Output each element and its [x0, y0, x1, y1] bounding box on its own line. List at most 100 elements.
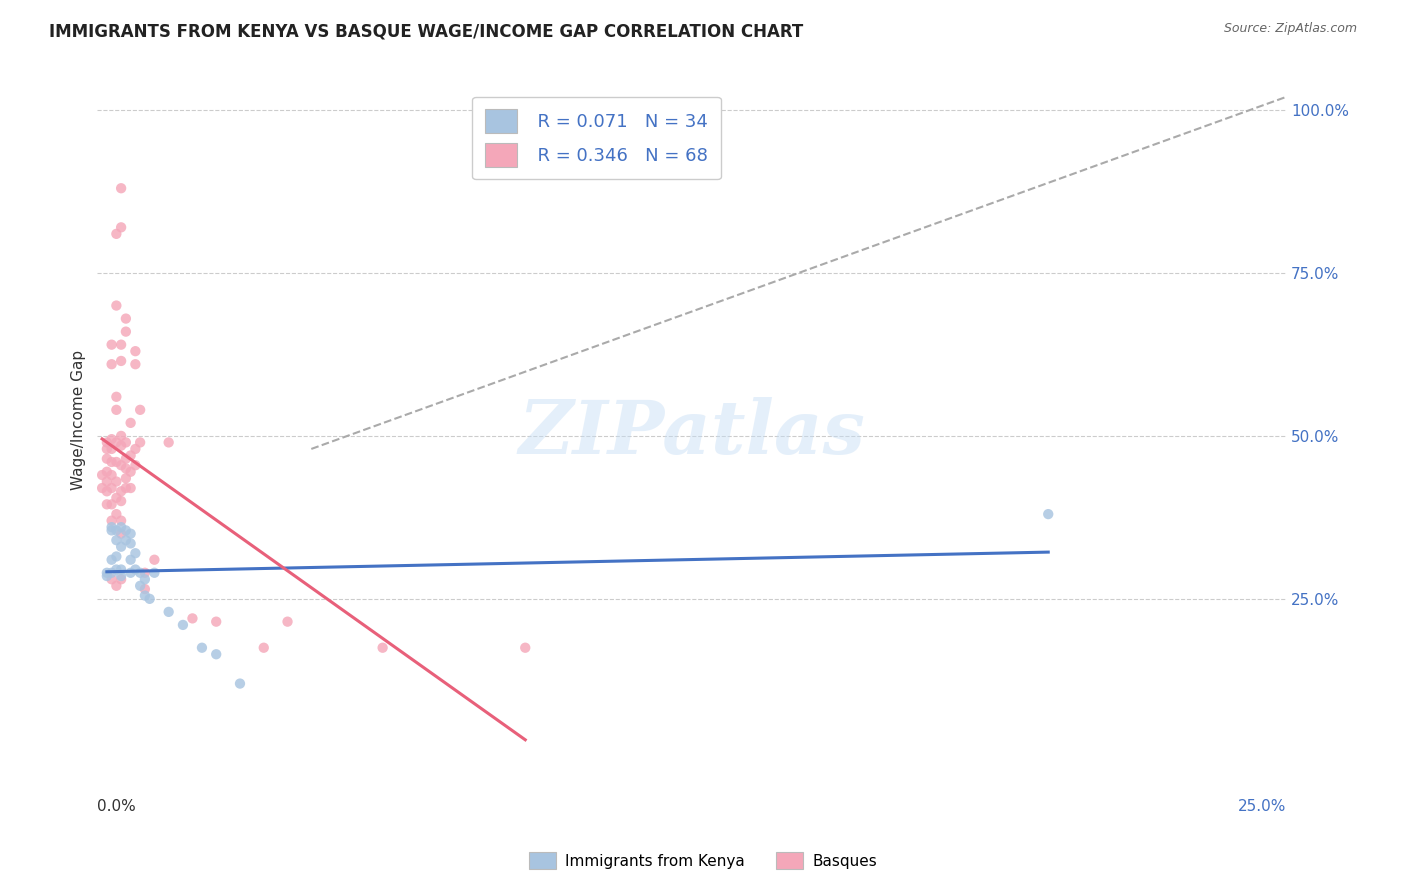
Point — [120, 536, 142, 550]
Point — [1038, 507, 1060, 521]
Point — [96, 484, 118, 499]
Point — [96, 569, 118, 583]
Point — [205, 647, 228, 661]
Point — [100, 442, 122, 456]
Point — [371, 640, 394, 655]
Point — [96, 465, 118, 479]
Point — [96, 442, 118, 456]
Point — [124, 546, 146, 560]
Point — [157, 605, 180, 619]
Point — [115, 481, 138, 495]
Point — [105, 455, 128, 469]
Point — [100, 520, 122, 534]
Point — [110, 354, 132, 368]
Point — [124, 562, 146, 576]
Point — [91, 468, 114, 483]
Point — [105, 435, 128, 450]
Text: IMMIGRANTS FROM KENYA VS BASQUE WAGE/INCOME GAP CORRELATION CHART: IMMIGRANTS FROM KENYA VS BASQUE WAGE/INC… — [49, 22, 803, 40]
Point — [129, 435, 152, 450]
Point — [105, 507, 128, 521]
Point — [120, 553, 142, 567]
Point — [105, 549, 128, 564]
Point — [105, 227, 128, 241]
Point — [105, 491, 128, 505]
Point — [105, 402, 128, 417]
Point — [110, 439, 132, 453]
Point — [115, 435, 138, 450]
Point — [110, 458, 132, 473]
Point — [110, 484, 132, 499]
Point — [110, 494, 132, 508]
Point — [105, 475, 128, 489]
Point — [96, 475, 118, 489]
Point — [115, 524, 138, 538]
Point — [96, 566, 118, 580]
Point — [129, 579, 152, 593]
Point — [120, 526, 142, 541]
Point — [110, 520, 132, 534]
Point — [129, 402, 152, 417]
Text: 25.0%: 25.0% — [1237, 799, 1286, 814]
Point — [110, 181, 132, 195]
Point — [172, 618, 194, 632]
Point — [115, 461, 138, 475]
Point — [134, 566, 156, 580]
Point — [105, 579, 128, 593]
Point — [515, 640, 537, 655]
Point — [100, 337, 122, 351]
Point — [100, 514, 122, 528]
Point — [115, 533, 138, 548]
Text: Source: ZipAtlas.com: Source: ZipAtlas.com — [1223, 22, 1357, 36]
Point — [124, 442, 146, 456]
Point — [110, 220, 132, 235]
Point — [120, 465, 142, 479]
Point — [100, 497, 122, 511]
Point — [96, 435, 118, 450]
Point — [110, 569, 132, 583]
Point — [124, 458, 146, 473]
Point — [124, 357, 146, 371]
Point — [143, 566, 166, 580]
Point — [100, 572, 122, 586]
Point — [120, 566, 142, 580]
Point — [100, 455, 122, 469]
Point — [120, 481, 142, 495]
Point — [253, 640, 276, 655]
Point — [110, 514, 132, 528]
Point — [100, 524, 122, 538]
Point — [110, 429, 132, 443]
Point — [115, 311, 138, 326]
Point — [110, 526, 132, 541]
Point — [110, 572, 132, 586]
Point — [105, 562, 128, 576]
Point — [181, 611, 204, 625]
Legend:   R = 0.071   N = 34,   R = 0.346   N = 68: R = 0.071 N = 34, R = 0.346 N = 68 — [472, 96, 721, 179]
Legend: Immigrants from Kenya, Basques: Immigrants from Kenya, Basques — [523, 846, 883, 875]
Point — [134, 582, 156, 596]
Point — [134, 589, 156, 603]
Point — [105, 524, 128, 538]
Point — [124, 344, 146, 359]
Point — [110, 562, 132, 576]
Point — [157, 435, 180, 450]
Text: 0.0%: 0.0% — [97, 799, 136, 814]
Point — [100, 357, 122, 371]
Point — [100, 468, 122, 483]
Point — [100, 432, 122, 446]
Point — [129, 566, 152, 580]
Point — [143, 553, 166, 567]
Point — [100, 553, 122, 567]
Point — [100, 481, 122, 495]
Point — [105, 533, 128, 548]
Point — [100, 566, 122, 580]
Y-axis label: Wage/Income Gap: Wage/Income Gap — [72, 350, 86, 490]
Point — [91, 481, 114, 495]
Point — [105, 390, 128, 404]
Point — [115, 471, 138, 485]
Point — [120, 449, 142, 463]
Point — [205, 615, 228, 629]
Point — [229, 676, 252, 690]
Point — [138, 591, 160, 606]
Point — [115, 325, 138, 339]
Point — [105, 299, 128, 313]
